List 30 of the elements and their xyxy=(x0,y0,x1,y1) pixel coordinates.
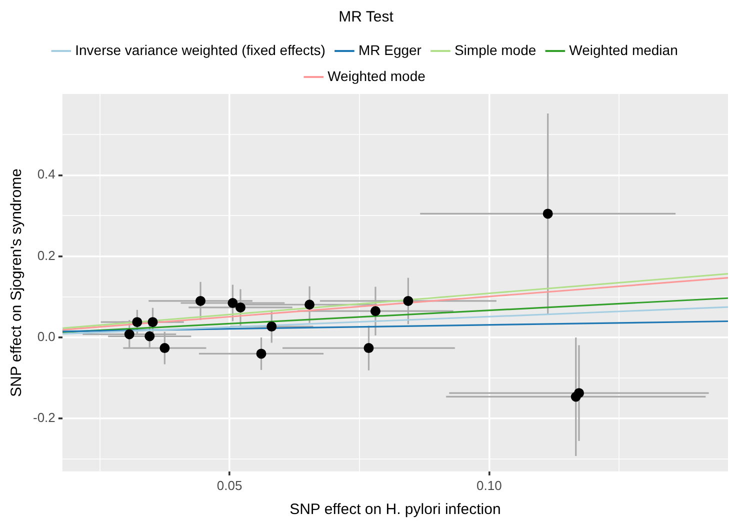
x-tick-label: 0.10 xyxy=(476,478,502,493)
point xyxy=(370,306,380,316)
legend-label: Inverse variance weighted (fixed effects) xyxy=(75,42,326,58)
point xyxy=(574,388,584,398)
point xyxy=(403,296,414,306)
point xyxy=(124,329,134,340)
y-tick-label: 0.0 xyxy=(37,329,56,344)
point xyxy=(235,302,246,312)
point xyxy=(144,331,155,342)
point xyxy=(304,300,315,310)
point xyxy=(542,208,553,219)
legend-label: Weighted mode xyxy=(328,68,426,84)
point xyxy=(364,343,374,354)
point xyxy=(132,317,142,328)
point xyxy=(228,298,238,308)
y-tick-label: 0.2 xyxy=(37,248,56,263)
y-axis-title: SNP effect on Sjogren's syndrome xyxy=(8,168,26,397)
legend-label: Simple mode xyxy=(454,42,536,58)
point xyxy=(160,343,170,354)
y-tick-label: -0.2 xyxy=(32,410,56,426)
legend-label: Weighted median xyxy=(569,42,678,58)
y-tick-label: 0.4 xyxy=(37,166,56,182)
legend-title: MR Test xyxy=(338,8,394,26)
point xyxy=(256,348,266,359)
point xyxy=(196,296,206,306)
point xyxy=(148,317,158,328)
point xyxy=(266,322,277,332)
legend-label: MR Egger xyxy=(358,42,422,58)
x-tick-label: 0.05 xyxy=(216,478,242,493)
x-axis-title: SNP effect on H. pylori infection xyxy=(290,501,501,518)
